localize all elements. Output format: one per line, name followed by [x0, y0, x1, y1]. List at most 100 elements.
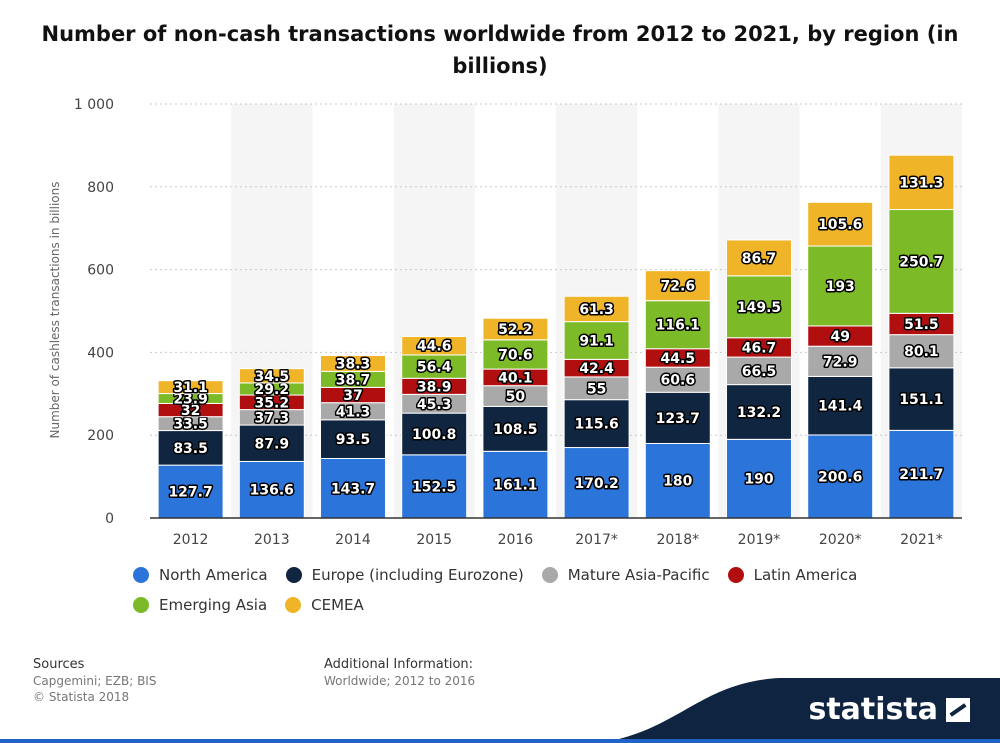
legend-label: Emerging Asia	[159, 596, 268, 614]
data-label: 151.1	[899, 392, 943, 408]
data-label: 91.1	[579, 333, 614, 349]
data-label: 211.7	[899, 467, 943, 483]
data-label: 38.7	[336, 372, 371, 388]
data-label: 86.7	[742, 251, 777, 267]
data-label: 32	[181, 403, 200, 419]
data-label: 66.5	[742, 364, 777, 380]
bar-segment	[563, 295, 630, 323]
data-label: 143.7	[331, 481, 375, 497]
data-label: 51.5	[904, 317, 939, 333]
brand-banner	[0, 678, 1000, 743]
bar-segment	[726, 356, 792, 386]
y-tick-label: 800	[87, 180, 114, 196]
bar-segment	[644, 270, 711, 302]
legend-item[interactable]: Latin America	[727, 560, 858, 590]
data-label: 132.2	[737, 405, 781, 421]
bar-segment	[888, 154, 955, 211]
legend-swatch	[727, 567, 744, 583]
data-label: 35.2	[255, 395, 290, 411]
bar-segment	[320, 458, 386, 519]
bar-segment	[401, 335, 468, 356]
bar-segment	[807, 375, 874, 436]
legend-item[interactable]: Mature Asia-Pacific	[541, 560, 710, 590]
data-label: 100.8	[412, 427, 456, 443]
bar-segment	[888, 367, 955, 431]
y-tick-label: 600	[87, 263, 114, 279]
data-label: 50	[506, 389, 526, 405]
data-label: 170.2	[574, 476, 618, 492]
bar-segment	[563, 399, 630, 449]
bar-segment	[644, 300, 711, 350]
y-tick-label: 1 000	[74, 97, 114, 113]
legend-swatch	[133, 567, 149, 583]
bar-chart: 0 200 400 600 800 1 000 127.7 83.5 33.53223.931.…	[74, 97, 962, 548]
x-tick-label: 2018*	[656, 532, 699, 548]
bar-segment	[726, 438, 792, 519]
data-label: 70.6	[498, 347, 533, 363]
legend-item[interactable]: Europe (including Eurozone)	[285, 560, 524, 590]
legend-swatch	[133, 597, 149, 613]
y-tick-label: 0	[105, 511, 114, 527]
data-label: 60.6	[661, 373, 696, 389]
bar-segment	[482, 317, 549, 341]
data-label: 45.3	[417, 397, 452, 413]
data-label: 108.5	[493, 422, 537, 438]
data-label: 105.6	[818, 217, 862, 233]
bar-segment	[807, 434, 874, 519]
data-label: 190	[744, 472, 773, 488]
data-label: 44.6	[417, 339, 452, 355]
data-label: 40.1	[498, 370, 533, 386]
bar-segment	[807, 345, 874, 377]
legend-item[interactable]: Emerging Asia	[133, 590, 267, 620]
data-label: 149.5	[737, 300, 781, 316]
bar-segment	[401, 412, 468, 456]
data-label: 41.3	[336, 404, 371, 420]
bar-segment	[726, 275, 792, 339]
data-label: 193	[826, 279, 855, 295]
legend-label: North America	[159, 566, 268, 584]
data-label: 56.4	[417, 360, 452, 376]
legend: North America Europe (including Eurozone)…	[133, 560, 893, 620]
bar-segment	[157, 430, 224, 466]
data-label: 37.3	[255, 410, 290, 426]
legend-item[interactable]: CEMEA	[285, 590, 364, 620]
statista-logo-icon	[946, 697, 970, 722]
data-label: 127.7	[168, 485, 212, 501]
data-label: 161.1	[493, 478, 537, 494]
legend-item[interactable]: North America	[133, 560, 268, 590]
additional-info-heading: Additional Information:	[324, 657, 474, 672]
data-label: 31.1	[173, 380, 208, 396]
data-label: 115.6	[574, 417, 618, 433]
data-label: 38.3	[336, 356, 371, 372]
x-tick-label: 2014	[335, 532, 371, 548]
bar-segment	[482, 450, 549, 519]
legend-label: Mature Asia-Pacific	[567, 566, 710, 584]
legend-swatch	[285, 567, 302, 583]
bar-segment	[320, 419, 386, 460]
data-label: 180	[663, 474, 692, 490]
legend-label: Latin America	[753, 566, 858, 584]
data-label: 80.1	[904, 344, 939, 360]
data-label: 87.9	[255, 436, 290, 452]
data-label: 38.9	[417, 379, 452, 395]
copyright-text: © Statista 2018	[33, 690, 130, 704]
bar-segment	[726, 384, 792, 440]
legend-label: CEMEA	[311, 596, 364, 614]
data-label: 34.5	[255, 369, 290, 385]
brand-banner-stripe	[0, 739, 1000, 743]
y-tick-label: 400	[87, 345, 114, 361]
data-label: 49	[830, 329, 849, 345]
bar-segment	[807, 245, 874, 327]
sources-heading: Sources	[33, 657, 85, 672]
additional-info-text: Worldwide; 2012 to 2016	[324, 674, 476, 688]
data-label: 116.1	[656, 318, 700, 334]
bar-segment	[401, 454, 468, 519]
data-label: 250.7	[899, 254, 943, 270]
data-label: 141.4	[818, 399, 863, 415]
bar-segment	[238, 460, 305, 519]
bar-segment	[644, 366, 711, 393]
data-label: 55	[587, 381, 606, 397]
data-label: 33.5	[173, 417, 208, 433]
data-label: 61.3	[579, 302, 614, 318]
data-label: 123.7	[656, 411, 700, 427]
